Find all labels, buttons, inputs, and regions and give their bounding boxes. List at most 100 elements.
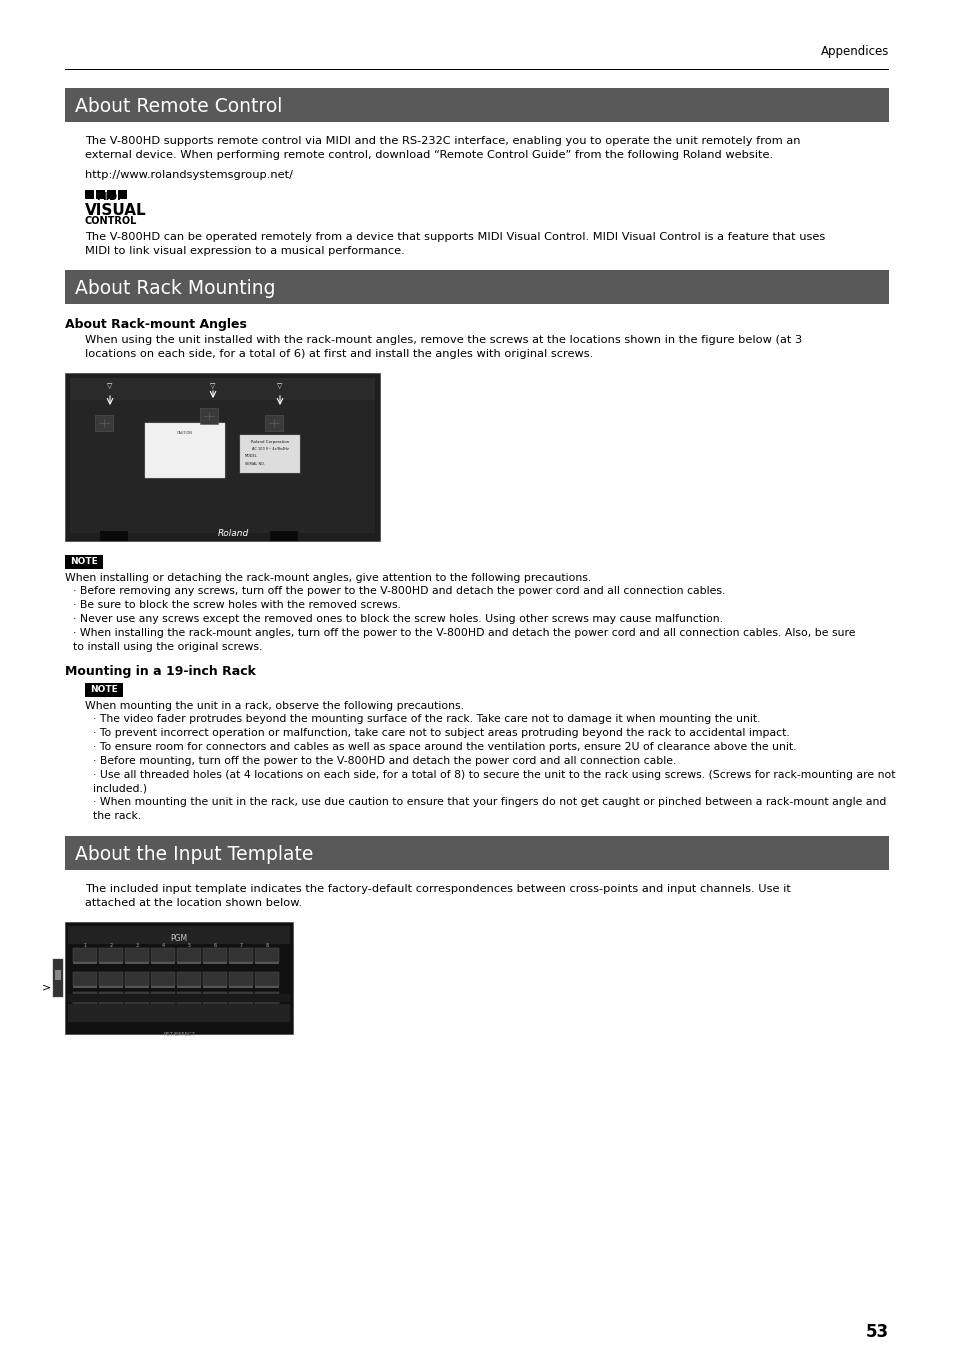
Bar: [99, 1005, 123, 1008]
Bar: [73, 1005, 97, 1008]
Text: · Never use any screws except the removed ones to block the screw holes. Using o: · Never use any screws except the remove…: [73, 613, 722, 624]
Bar: [85, 684, 123, 697]
Bar: [203, 948, 227, 962]
Bar: [151, 961, 174, 965]
Bar: [107, 190, 116, 199]
Bar: [177, 985, 201, 988]
Bar: [65, 921, 293, 1034]
Text: PGM: PGM: [171, 934, 188, 943]
Text: 53: 53: [865, 1323, 888, 1342]
Text: · To ensure room for connectors and cables as well as space around the ventilati: · To ensure room for connectors and cabl…: [92, 742, 796, 753]
Text: 2: 2: [110, 943, 112, 948]
Bar: [65, 373, 379, 540]
Bar: [229, 948, 253, 962]
Bar: [73, 985, 97, 988]
Bar: [254, 985, 278, 988]
Bar: [70, 400, 375, 534]
Bar: [118, 190, 127, 199]
Text: When using the unit installed with the rack-mount angles, remove the screws at t: When using the unit installed with the r…: [85, 335, 801, 359]
Bar: [65, 69, 888, 70]
Bar: [177, 948, 201, 962]
Text: · Before removing any screws, turn off the power to the V-800HD and detach the p: · Before removing any screws, turn off t…: [73, 586, 724, 596]
Text: VISUAL: VISUAL: [85, 203, 147, 218]
Text: SERIAL NO.: SERIAL NO.: [245, 462, 265, 466]
Bar: [254, 961, 278, 965]
Text: 5: 5: [187, 943, 191, 948]
Bar: [229, 1005, 253, 1008]
Bar: [203, 985, 227, 988]
Bar: [125, 985, 149, 988]
Text: About Remote Control: About Remote Control: [75, 96, 282, 115]
Text: MIDI: MIDI: [96, 192, 120, 203]
Bar: [254, 1005, 278, 1008]
Text: Appendices: Appendices: [820, 45, 888, 58]
Bar: [99, 985, 123, 988]
Text: The V-800HD can be operated remotely from a device that supports MIDI Visual Con: The V-800HD can be operated remotely fro…: [85, 232, 824, 257]
Bar: [55, 970, 61, 979]
Circle shape: [305, 449, 320, 465]
Bar: [151, 992, 174, 1006]
Bar: [53, 959, 63, 997]
Text: PST/EFFECT: PST/EFFECT: [163, 1031, 194, 1036]
Bar: [254, 948, 278, 962]
Bar: [265, 415, 283, 431]
Bar: [68, 1004, 290, 1021]
Bar: [177, 961, 201, 965]
Bar: [68, 925, 290, 944]
Bar: [73, 992, 97, 1006]
Bar: [203, 992, 227, 1006]
Bar: [65, 270, 888, 304]
Bar: [70, 378, 375, 403]
Text: The V-800HD supports remote control via MIDI and the RS-232C interface, enabling: The V-800HD supports remote control via …: [85, 136, 800, 161]
Text: · To prevent incorrect operation or malfunction, take care not to subject areas : · To prevent incorrect operation or malf…: [92, 728, 789, 738]
Bar: [203, 961, 227, 965]
Bar: [203, 1005, 227, 1008]
Bar: [151, 971, 174, 986]
Bar: [151, 1005, 174, 1008]
Text: ▽: ▽: [210, 382, 215, 389]
Bar: [177, 1005, 201, 1008]
Text: When mounting the unit in a rack, observe the following precautions.: When mounting the unit in a rack, observ…: [85, 701, 463, 711]
Text: AC 100 V~ 4x/8x4Hz: AC 100 V~ 4x/8x4Hz: [252, 447, 288, 451]
Bar: [177, 992, 201, 1006]
Bar: [65, 836, 888, 870]
Bar: [99, 961, 123, 965]
Text: About the Input Template: About the Input Template: [75, 844, 313, 863]
Text: ▽: ▽: [277, 382, 282, 389]
Bar: [229, 992, 253, 1006]
Bar: [125, 992, 149, 1006]
Bar: [99, 992, 123, 1006]
Bar: [96, 190, 105, 199]
Text: ▽: ▽: [107, 382, 112, 389]
Bar: [177, 971, 201, 986]
Text: About Rack-mount Angles: About Rack-mount Angles: [65, 317, 247, 331]
Text: The included input template indicates the factory-default correspondences betwee: The included input template indicates th…: [85, 884, 790, 908]
Text: 4: 4: [161, 943, 164, 948]
Text: 3: 3: [135, 943, 138, 948]
Bar: [229, 985, 253, 988]
Bar: [73, 961, 97, 965]
Bar: [229, 961, 253, 965]
Text: · Be sure to block the screw holes with the removed screws.: · Be sure to block the screw holes with …: [73, 600, 400, 611]
Bar: [100, 531, 128, 540]
Text: Roland Corporation: Roland Corporation: [251, 440, 289, 444]
Text: 1: 1: [83, 943, 87, 948]
Bar: [73, 971, 97, 986]
Text: Roland: Roland: [217, 530, 249, 538]
Bar: [254, 992, 278, 1006]
Bar: [73, 948, 97, 962]
Bar: [125, 948, 149, 962]
Text: 7: 7: [239, 943, 242, 948]
Text: 8: 8: [265, 943, 269, 948]
Bar: [68, 994, 290, 1002]
Text: Mounting in a 19-inch Rack: Mounting in a 19-inch Rack: [65, 665, 255, 678]
Bar: [240, 435, 299, 473]
Text: NOTE: NOTE: [71, 558, 98, 566]
Bar: [99, 948, 123, 962]
Bar: [95, 415, 112, 431]
Bar: [85, 190, 94, 199]
Text: MODEL: MODEL: [245, 454, 257, 458]
Bar: [254, 971, 278, 986]
Text: About Rack Mounting: About Rack Mounting: [75, 278, 275, 297]
Text: · Before mounting, turn off the power to the V-800HD and detach the power cord a: · Before mounting, turn off the power to…: [92, 757, 676, 766]
